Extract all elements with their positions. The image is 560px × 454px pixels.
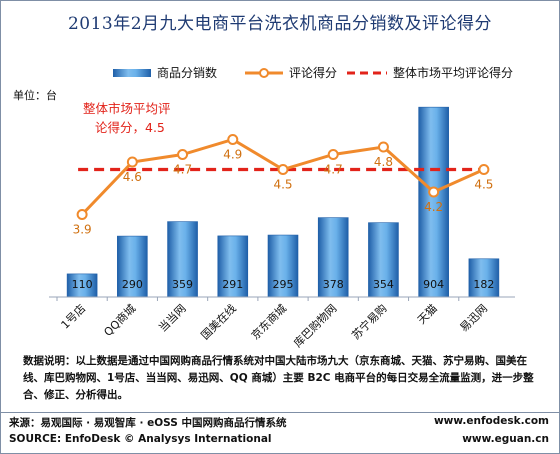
bar-9: [468, 258, 500, 298]
score-point-8: [428, 186, 440, 198]
bar-7: [368, 222, 399, 298]
score-label-4: 4.9: [223, 148, 242, 162]
score-label-1: 3.9: [73, 223, 92, 237]
score-label-7: 4.8: [374, 155, 393, 169]
x-tick-label-5: 京东商城: [248, 301, 289, 342]
chart-area: 商品分销数 评论得分 整体市场平均评论得分 单位：台 整体市场平均评 论得分，4…: [13, 65, 515, 350]
score-point-3: [177, 149, 189, 160]
score-label-5: 4.5: [273, 178, 292, 192]
chart-title: 2013年2月九大电商平台洗衣机商品分销数及评论得分: [67, 14, 493, 34]
x-tick-label-6: 库巴购物网: [291, 301, 340, 350]
score-label-8: 4.2: [424, 200, 443, 214]
source-cn: 来源：易观国际 · 易观智库 · eOSS 中国网购商品行情系统: [9, 417, 287, 429]
bar-value-label-8: 904: [423, 278, 444, 291]
annotation-line-2: 论得分，4.5: [95, 120, 165, 135]
bar-value-label-5: 295: [273, 278, 294, 291]
footer-divider: [1, 412, 559, 413]
bar-value-label-7: 354: [373, 278, 394, 291]
source-en: SOURCE: EnfoDesk © Analysys Internationa…: [9, 433, 272, 445]
x-tick-label-2: QQ商城: [101, 301, 139, 339]
source-url-enfodesk: www.enfodesk.com: [433, 415, 549, 427]
legend-line-marker: [259, 68, 269, 78]
score-point-7: [377, 141, 389, 153]
score-label-6: 4.7: [324, 163, 343, 177]
legend-bar-swatch: [113, 69, 151, 77]
bar-value-label-2: 290: [122, 278, 143, 291]
bar-value-label-9: 182: [473, 278, 494, 291]
score-point-1: [76, 209, 88, 220]
x-tick-label-3: 当当网: [155, 301, 188, 334]
legend: 商品分销数 评论得分 整体市场平均评论得分: [113, 65, 513, 80]
x-tick-label-9: 易迅网: [457, 302, 490, 335]
y-unit-label: 单位：台: [13, 88, 57, 102]
source-url-eguan: www.eguan.cn: [462, 433, 549, 445]
x-tick-label-8: 天猫: [415, 302, 440, 327]
bar-value-label-1: 110: [72, 278, 93, 291]
score-point-5: [277, 164, 289, 175]
x-tick-label-1: 1号店: [58, 301, 88, 331]
legend-label-avg: 整体市场平均评论得分: [393, 65, 513, 80]
annotation-line-1: 整体市场平均评: [83, 101, 171, 116]
score-point-6: [327, 149, 339, 160]
score-point-9: [478, 164, 490, 175]
bar-8: [418, 106, 449, 298]
bar-2: [117, 235, 148, 298]
x-tick-label-4: 国美在线: [198, 301, 239, 342]
legend-label-score: 评论得分: [289, 65, 337, 80]
score-label-9: 4.5: [474, 178, 493, 192]
bar-4: [217, 235, 249, 298]
score-point-2: [126, 156, 138, 168]
bar-value-label-6: 378: [323, 278, 344, 291]
bar-value-label-4: 291: [222, 278, 243, 291]
data-notes: 数据说明：以上数据是通过中国网购商品行情系统对中国大陆市场九大（京东商城、天猫、…: [23, 355, 534, 401]
legend-label-bar: 商品分销数: [157, 65, 217, 80]
x-tick-label-7: 苏宁易购: [349, 301, 390, 342]
bar-3: [167, 221, 198, 298]
bar-5: [267, 234, 299, 298]
bar-6: [317, 217, 349, 298]
score-label-2: 4.6: [123, 170, 142, 184]
bar-value-label-3: 359: [172, 278, 193, 291]
score-label-3: 4.7: [173, 163, 192, 177]
score-point-4: [227, 134, 239, 145]
